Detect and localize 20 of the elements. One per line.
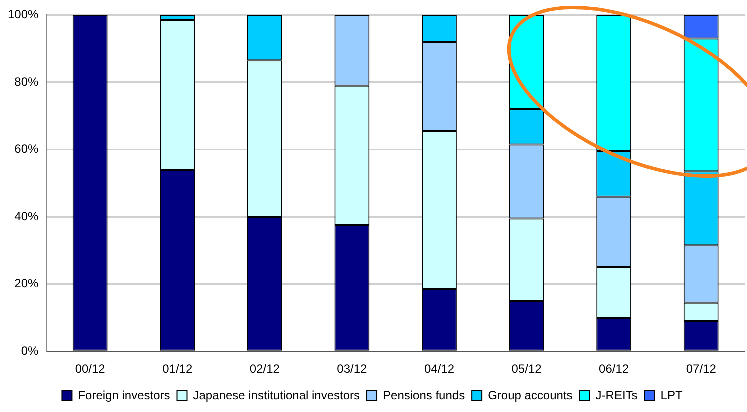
- y-tick-label: 80%: [14, 74, 40, 89]
- y-tick-label: 40%: [14, 209, 40, 224]
- x-tick-label: 03/12: [337, 362, 368, 376]
- x-tick-label: 01/12: [162, 362, 193, 376]
- y-tick-label: 20%: [14, 276, 40, 291]
- legend-label: LPT: [660, 388, 684, 402]
- legend-label: Group accounts: [488, 388, 573, 402]
- y-tick-label: 0%: [21, 344, 40, 358]
- y-tick-label: 100%: [8, 8, 40, 22]
- x-tick-label: 00/12: [75, 362, 106, 376]
- legend-label: J-REITs: [596, 388, 638, 402]
- x-tick-label: 07/12: [686, 362, 717, 376]
- y-tick-label: 60%: [14, 142, 40, 156]
- x-tick-label: 04/12: [424, 362, 455, 376]
- x-tick-label: 05/12: [512, 362, 542, 376]
- legend-label: Japanese institutional investors: [193, 388, 360, 402]
- legend-label: Foreign investors: [78, 388, 170, 402]
- x-tick-label: 02/12: [250, 362, 280, 376]
- x-tick-label: 06/12: [599, 362, 630, 376]
- legend-label: Pensions funds: [383, 388, 466, 402]
